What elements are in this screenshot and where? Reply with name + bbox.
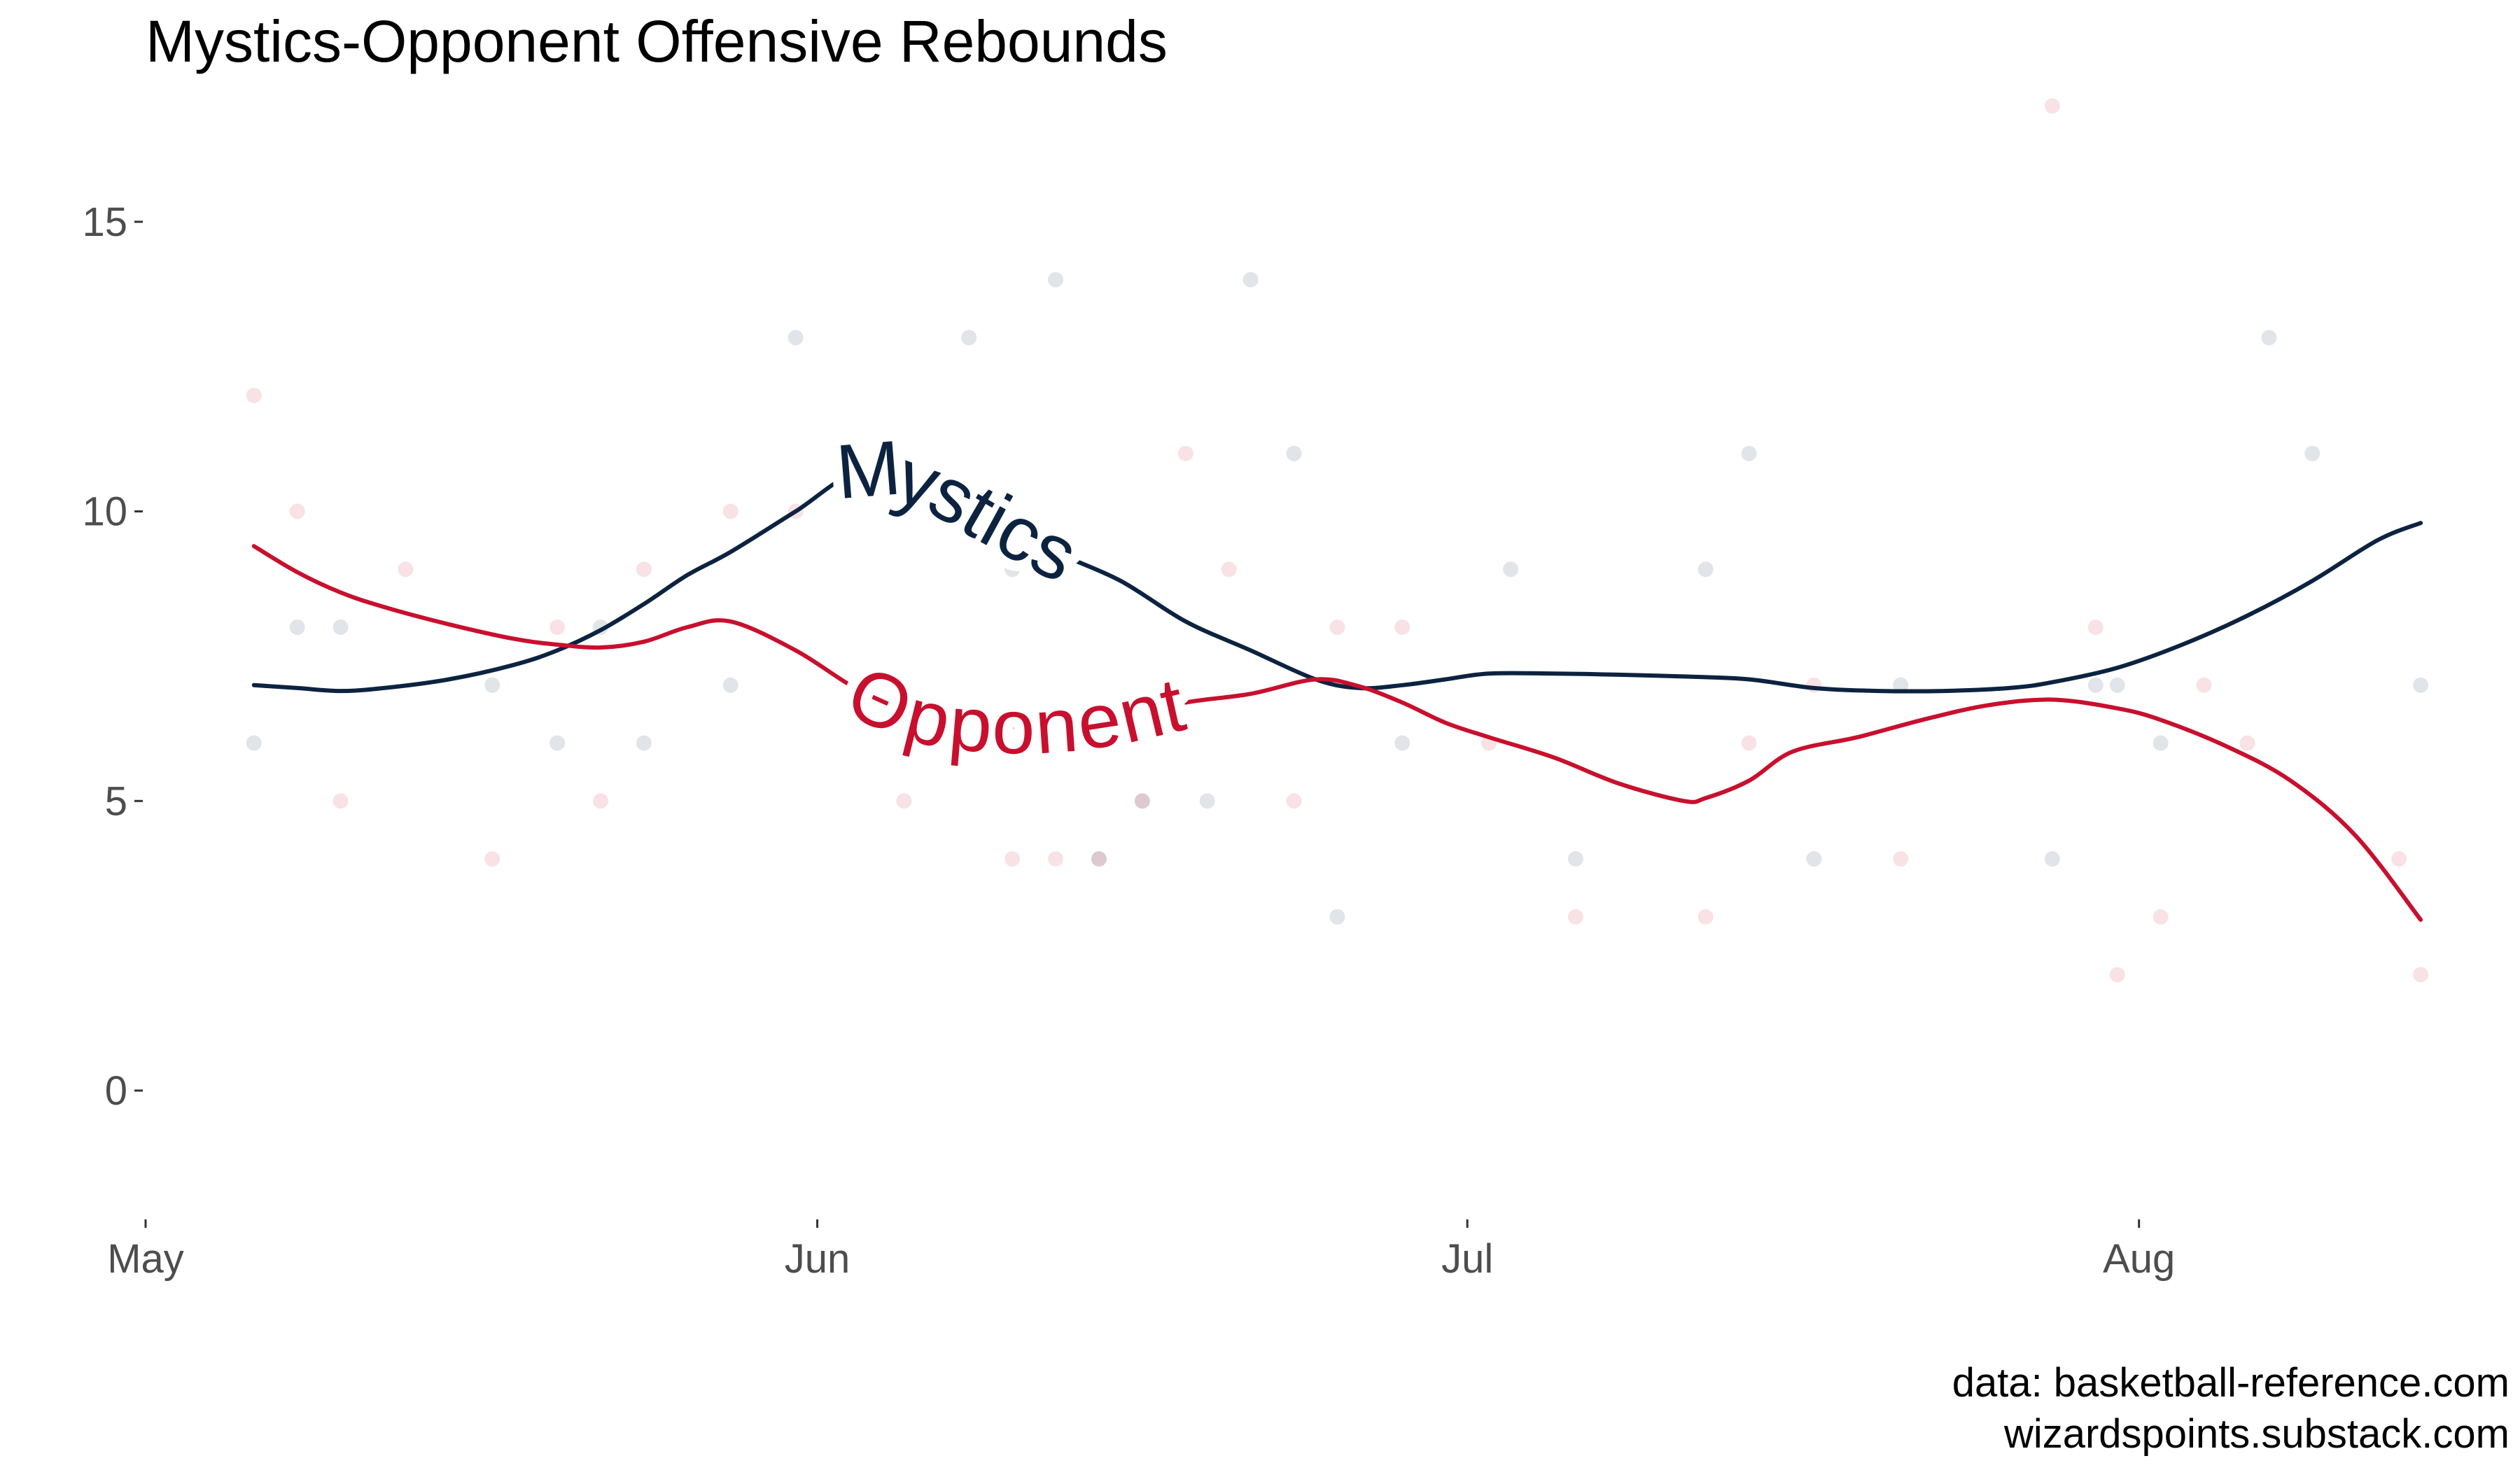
opponent-point <box>1329 620 1345 636</box>
mystics-point <box>1134 793 1150 809</box>
opponent-point <box>246 388 262 404</box>
opponent-point <box>1698 909 1714 925</box>
opponent-point <box>550 620 566 636</box>
mystics-point <box>831 445 847 461</box>
mystics-point <box>1806 851 1822 867</box>
data-points <box>246 98 2429 983</box>
opponent-point <box>2152 909 2169 925</box>
opponent-point <box>2087 620 2104 636</box>
mystics-point <box>2109 677 2125 693</box>
opponent-point <box>1091 851 1107 867</box>
mystics-point <box>1394 735 1410 751</box>
opponent-point <box>2196 677 2212 693</box>
mystics-point <box>550 735 566 751</box>
mystics-point <box>2413 677 2429 693</box>
mystics-line <box>251 467 2423 694</box>
x-tick-label: Jun <box>785 1236 850 1282</box>
x-axis: May Jun Jul Aug <box>107 1219 2175 1282</box>
y-tick-label: 15 <box>82 200 127 245</box>
chart-title: Mystics-Opponent Offensive Rebounds <box>146 8 1168 74</box>
opponent-point <box>1004 851 1021 867</box>
x-tick-label: Jul <box>1441 1236 1493 1282</box>
x-tick-label: Aug <box>2103 1236 2175 1282</box>
opponent-point <box>1741 735 1757 751</box>
mystics-point <box>1004 561 1021 578</box>
opponent-point <box>1567 909 1583 925</box>
mystics-point <box>1286 445 1302 461</box>
mystics-point <box>1503 561 1519 578</box>
mystics-point <box>2152 735 2169 751</box>
opponent-point <box>636 561 652 578</box>
caption-site: wizardspoints.substack.com <box>2003 1411 2510 1457</box>
opponent-point <box>398 561 414 578</box>
mystics-point <box>2087 677 2104 693</box>
smooth-lines <box>251 467 2423 922</box>
mystics-point <box>1741 445 1757 461</box>
x-tick-label: May <box>107 1236 184 1282</box>
opponent-point <box>289 503 305 519</box>
opponent-line <box>251 544 2423 922</box>
mystics-point <box>289 620 305 636</box>
mystics-point <box>1329 909 1345 925</box>
opponent-point <box>722 503 738 519</box>
mystics-point <box>1242 272 1259 288</box>
opponent-point <box>1048 851 1064 867</box>
y-tick-label: 5 <box>105 778 127 824</box>
mystics-point <box>2044 851 2060 867</box>
mystics-point <box>1698 561 1714 578</box>
opponent-point <box>1134 793 1150 809</box>
opponent-point <box>1177 445 1194 461</box>
mystics-point <box>1567 851 1583 867</box>
mystics-point <box>484 677 500 693</box>
opponent-point <box>593 793 609 809</box>
mystics-point <box>636 735 652 751</box>
caption-source: data: basketball-reference.com <box>1952 1360 2510 1406</box>
opponent-point <box>1893 851 1909 867</box>
opponent-point <box>484 851 500 867</box>
mystics-point <box>332 620 349 636</box>
y-axis: 0 5 10 15 <box>82 200 143 1114</box>
opponent-point <box>1221 561 1237 578</box>
opponent-point <box>1394 620 1410 636</box>
mystics-point <box>961 330 977 346</box>
mystics-point <box>2261 330 2277 346</box>
opponent-point <box>2413 967 2429 983</box>
opponent-point <box>332 793 349 809</box>
mystics-point <box>1048 272 1064 288</box>
opponent-point <box>2391 851 2407 867</box>
y-tick-label: 0 <box>105 1068 127 1114</box>
mystics-point <box>788 330 804 346</box>
opponent-point <box>896 793 912 809</box>
opponent-point <box>1286 793 1302 809</box>
y-tick-label: 10 <box>82 489 127 535</box>
mystics-point <box>2304 445 2320 461</box>
mystics-point <box>1091 851 1107 867</box>
mystics-point <box>246 735 262 751</box>
mystics-point <box>1199 793 1215 809</box>
opponent-point <box>2239 735 2255 751</box>
opponent-point <box>2044 98 2060 114</box>
mystics-point <box>1893 677 1909 693</box>
opponent-point <box>2109 967 2125 983</box>
mystics-point <box>722 677 738 693</box>
